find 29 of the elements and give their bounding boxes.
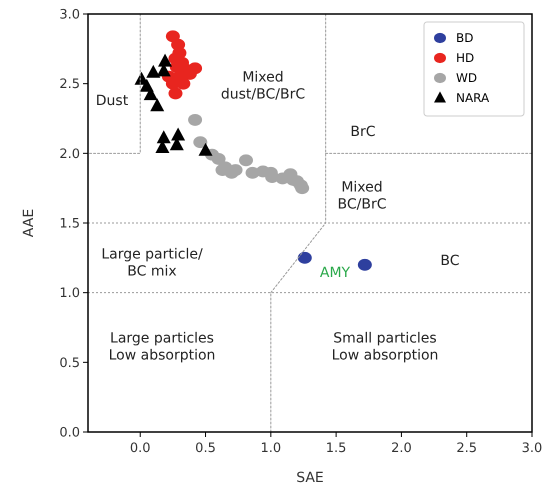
x-tick-label: 1.5 bbox=[326, 441, 346, 456]
y-tick-label: 2.0 bbox=[59, 146, 80, 162]
annotation: AMY bbox=[320, 264, 351, 281]
legend-label: BD bbox=[456, 31, 474, 46]
annotation: Small particles Low absorption bbox=[332, 330, 438, 364]
annotation: BrC bbox=[350, 124, 376, 140]
x-tick-label: 2.0 bbox=[391, 441, 412, 456]
x-tick-label: 3.0 bbox=[522, 441, 542, 456]
x-tick-label: 0.0 bbox=[130, 441, 151, 456]
annotation: Large particles Low absorption bbox=[108, 330, 216, 364]
legend-label: HD bbox=[456, 51, 474, 66]
y-tick-label: 1.0 bbox=[59, 286, 80, 302]
y-tick-label: 0.0 bbox=[59, 426, 80, 441]
x-tick-label: 1.0 bbox=[260, 441, 282, 456]
x-axis-title: SAE bbox=[296, 470, 324, 486]
y-tick-label: 1.5 bbox=[59, 216, 80, 232]
y-axis-title: AAE bbox=[21, 208, 37, 238]
annotation: Mixed BC/BrC bbox=[338, 180, 387, 212]
annotation: Mixed dust/BC/BrC bbox=[220, 70, 306, 102]
y-tick-label: 0.5 bbox=[59, 356, 80, 371]
legend-label: NARA bbox=[456, 91, 490, 106]
annotation: Large particle/ BC mix bbox=[101, 246, 203, 280]
annotation: BC bbox=[440, 252, 460, 269]
annotation: Dust bbox=[96, 92, 129, 109]
legend-label: WD bbox=[456, 71, 478, 86]
x-tick-label: 0.5 bbox=[195, 441, 216, 456]
y-tick-label: 3.0 bbox=[59, 8, 80, 23]
y-tick-label: 2.5 bbox=[59, 77, 80, 92]
x-tick-label: 2.5 bbox=[456, 441, 478, 456]
